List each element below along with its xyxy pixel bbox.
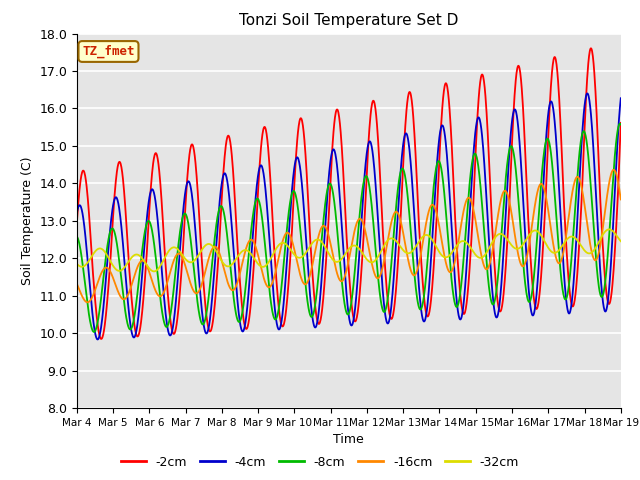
-4cm (181, 192, 189, 198)
-16cm (617, 196, 625, 202)
-2cm (181, 212, 189, 217)
Legend: -2cm, -4cm, -8cm, -16cm, -32cm: -2cm, -4cm, -8cm, -16cm, -32cm (116, 451, 524, 474)
-8cm (73, 233, 81, 239)
-4cm (553, 143, 561, 149)
Line: -32cm: -32cm (77, 229, 621, 271)
-32cm (553, 250, 561, 255)
Line: -2cm: -2cm (77, 48, 621, 339)
-32cm (150, 268, 158, 274)
-16cm (255, 256, 263, 262)
-8cm (505, 151, 513, 157)
-32cm (255, 262, 263, 268)
-4cm (583, 91, 591, 96)
-16cm (553, 256, 561, 262)
-32cm (195, 253, 202, 259)
-8cm (553, 217, 561, 223)
-32cm (605, 227, 613, 232)
-4cm (505, 162, 513, 168)
Line: -4cm: -4cm (77, 94, 621, 339)
-8cm (90, 329, 98, 335)
-16cm (610, 167, 618, 173)
-32cm (73, 261, 81, 266)
-8cm (434, 160, 442, 166)
-2cm (505, 217, 513, 223)
-4cm (73, 210, 81, 216)
-8cm (195, 304, 202, 310)
-16cm (181, 262, 189, 267)
Text: TZ_fmet: TZ_fmet (82, 45, 135, 58)
Title: Tonzi Soil Temperature Set D: Tonzi Soil Temperature Set D (239, 13, 458, 28)
-2cm (617, 120, 625, 126)
-8cm (255, 198, 263, 204)
-2cm (195, 196, 202, 202)
-2cm (587, 46, 595, 51)
-16cm (505, 195, 513, 201)
-2cm (255, 172, 263, 178)
-32cm (181, 255, 189, 261)
-4cm (195, 264, 202, 270)
-32cm (505, 238, 513, 244)
Y-axis label: Soil Temperature (C): Soil Temperature (C) (20, 156, 34, 285)
-4cm (617, 96, 625, 101)
-4cm (93, 336, 101, 342)
-16cm (195, 289, 202, 295)
-2cm (73, 220, 81, 226)
-16cm (73, 281, 81, 287)
X-axis label: Time: Time (333, 433, 364, 446)
-8cm (617, 121, 625, 127)
Line: -16cm: -16cm (77, 170, 621, 302)
Line: -8cm: -8cm (77, 124, 621, 332)
-32cm (617, 239, 625, 244)
-8cm (616, 121, 624, 127)
-2cm (97, 336, 105, 342)
-8cm (181, 211, 189, 216)
-2cm (553, 61, 561, 67)
-4cm (434, 155, 442, 160)
-16cm (434, 214, 442, 220)
-32cm (434, 246, 442, 252)
-4cm (255, 167, 263, 173)
-16cm (84, 300, 92, 305)
-2cm (434, 197, 442, 203)
